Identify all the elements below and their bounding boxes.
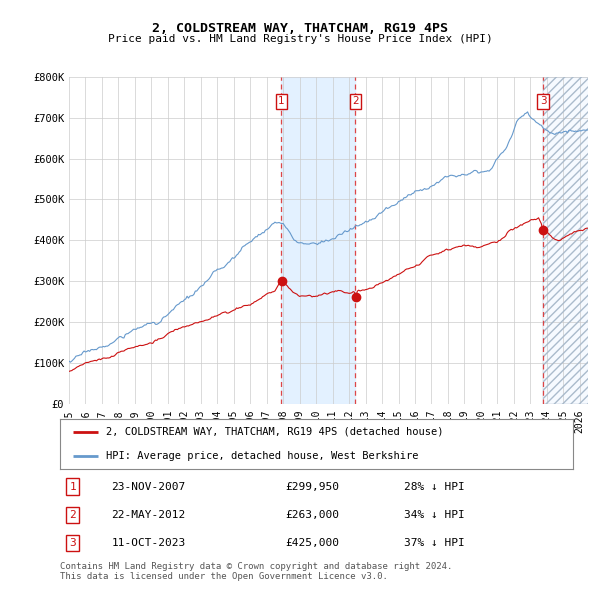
Text: 34% ↓ HPI: 34% ↓ HPI [404, 510, 464, 520]
Text: 2: 2 [70, 510, 76, 520]
Text: 22-MAY-2012: 22-MAY-2012 [112, 510, 185, 520]
Text: 3: 3 [70, 538, 76, 548]
Text: 2: 2 [352, 96, 359, 106]
Text: 2, COLDSTREAM WAY, THATCHAM, RG19 4PS (detached house): 2, COLDSTREAM WAY, THATCHAM, RG19 4PS (d… [106, 427, 443, 437]
Text: £299,950: £299,950 [286, 481, 340, 491]
Bar [543, 77, 596, 404]
Bar [281, 77, 355, 404]
Text: 1: 1 [70, 481, 76, 491]
Text: 37% ↓ HPI: 37% ↓ HPI [404, 538, 464, 548]
Text: £263,000: £263,000 [286, 510, 340, 520]
Text: 1: 1 [278, 96, 285, 106]
Text: 23-NOV-2007: 23-NOV-2007 [112, 481, 185, 491]
Text: 28% ↓ HPI: 28% ↓ HPI [404, 481, 464, 491]
Bar [543, 77, 596, 404]
Text: Contains HM Land Registry data © Crown copyright and database right 2024.
This d: Contains HM Land Registry data © Crown c… [60, 562, 452, 581]
Text: 11-OCT-2023: 11-OCT-2023 [112, 538, 185, 548]
Text: 3: 3 [540, 96, 547, 106]
Text: HPI: Average price, detached house, West Berkshire: HPI: Average price, detached house, West… [106, 451, 419, 461]
Text: 2, COLDSTREAM WAY, THATCHAM, RG19 4PS: 2, COLDSTREAM WAY, THATCHAM, RG19 4PS [152, 22, 448, 35]
Text: Price paid vs. HM Land Registry's House Price Index (HPI): Price paid vs. HM Land Registry's House … [107, 34, 493, 44]
Text: £425,000: £425,000 [286, 538, 340, 548]
